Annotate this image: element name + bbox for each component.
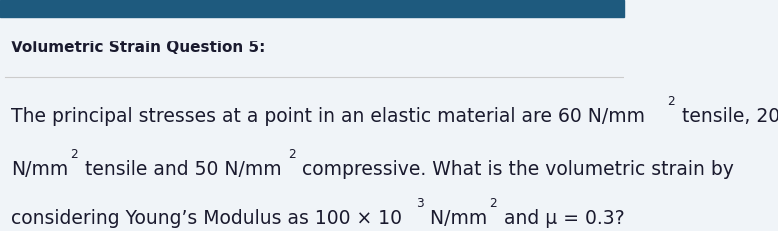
Text: Volumetric Strain Question 5:: Volumetric Strain Question 5: bbox=[11, 40, 265, 55]
Text: compressive. What is the volumetric strain by: compressive. What is the volumetric stra… bbox=[296, 160, 734, 179]
Text: 2: 2 bbox=[668, 95, 675, 108]
Text: The principal stresses at a point in an elastic material are 60 N/mm: The principal stresses at a point in an … bbox=[11, 107, 645, 126]
Text: N/mm: N/mm bbox=[424, 209, 487, 228]
Text: considering Young’s Modulus as 100 × 10: considering Young’s Modulus as 100 × 10 bbox=[11, 209, 402, 228]
Text: N/mm: N/mm bbox=[11, 160, 68, 179]
Text: 3: 3 bbox=[416, 197, 424, 210]
Text: 2: 2 bbox=[489, 197, 497, 210]
Text: 2: 2 bbox=[289, 148, 296, 161]
Text: 2: 2 bbox=[71, 148, 79, 161]
Bar bbox=[0, 17, 624, 40]
Text: tensile, 20: tensile, 20 bbox=[675, 107, 778, 126]
Text: tensile and 50 N/mm: tensile and 50 N/mm bbox=[79, 160, 281, 179]
Text: and μ = 0.3?: and μ = 0.3? bbox=[498, 209, 624, 228]
Bar bbox=[0, 0, 624, 17]
